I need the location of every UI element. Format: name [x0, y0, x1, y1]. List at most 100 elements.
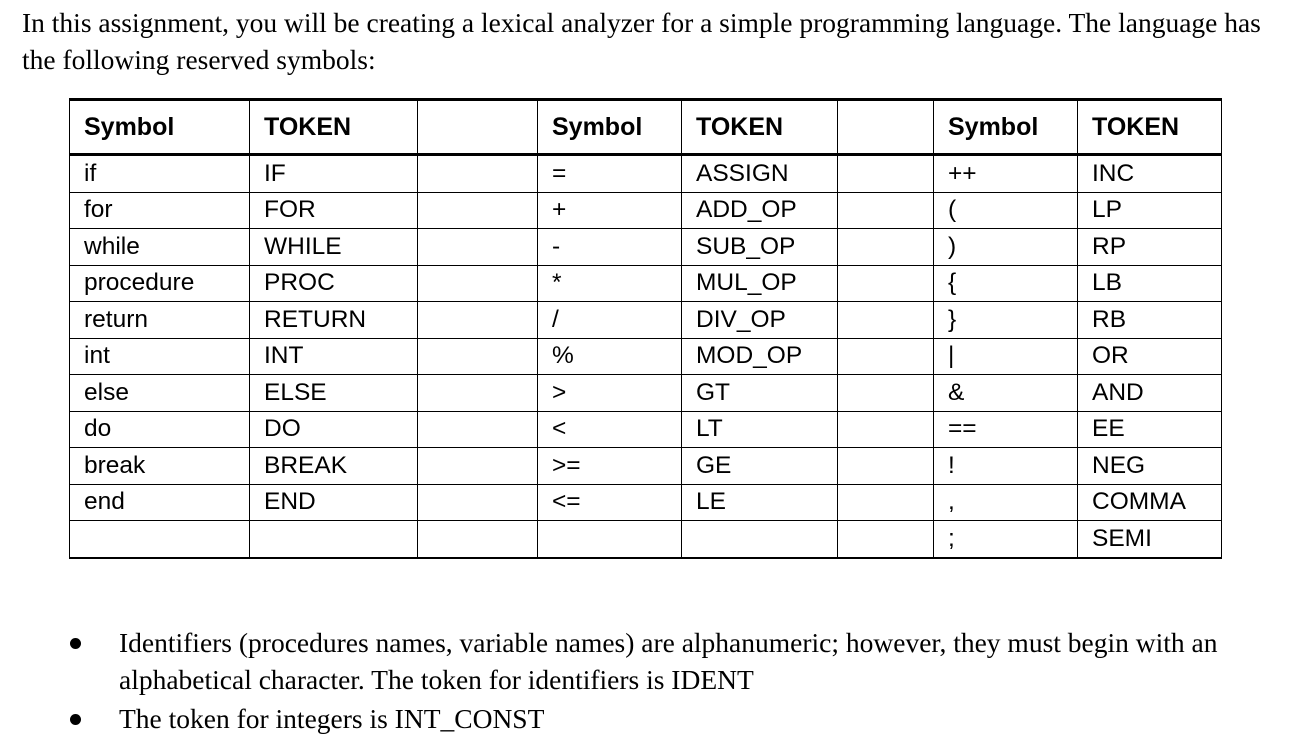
symbol-cell: do — [69, 410, 250, 448]
table-header-row: Symbol TOKEN Symbol TOKEN Symbol TOKEN — [69, 98, 1222, 156]
spacer-cell — [837, 483, 934, 521]
table-row: while WHILE - SUB_OP) RP — [69, 228, 1222, 266]
token-cell: BREAK — [249, 447, 418, 485]
symbol-cell: ; — [933, 520, 1078, 559]
spacer-cell — [837, 410, 934, 448]
symbol-cell: <= — [537, 483, 682, 521]
symbol-cell: procedure — [69, 264, 250, 302]
symbol-cell: return — [69, 301, 250, 339]
token-cell: MOD_OP — [681, 337, 838, 375]
table-row: break BREAK >= GE! NEG — [69, 447, 1222, 485]
token-cell: RETURN — [249, 301, 418, 339]
symbol-cell: ( — [933, 191, 1078, 229]
list-item: Identifiers (procedures names, variable … — [70, 624, 1270, 698]
table-row: do DO < LT == EE — [69, 410, 1222, 448]
symbol-cell: - — [537, 228, 682, 266]
list-item-text: The token for integers is INT_CONST — [119, 703, 545, 734]
spacer-cell — [837, 301, 934, 339]
spacer-cell — [417, 520, 538, 559]
symbol-cell: ++ — [933, 154, 1078, 193]
symbol-cell: ) — [933, 228, 1078, 266]
token-cell: INC — [1077, 154, 1222, 193]
bullet-icon — [70, 714, 81, 725]
spacer-cell — [837, 191, 934, 229]
token-cell: SUB_OP — [681, 228, 838, 266]
symbol-cell — [69, 520, 250, 559]
spacer-cell — [417, 447, 538, 485]
symbol-cell: while — [69, 228, 250, 266]
token-cell: GT — [681, 374, 838, 412]
spacer-cell — [837, 98, 934, 156]
token-cell: LP — [1077, 191, 1222, 229]
token-cell: DIV_OP — [681, 301, 838, 339]
symbol-cell: / — [537, 301, 682, 339]
token-cell: RP — [1077, 228, 1222, 266]
header-symbol: Symbol — [69, 98, 250, 156]
header-symbol: Symbol — [537, 98, 682, 156]
token-cell: LE — [681, 483, 838, 521]
symbol-cell: , — [933, 483, 1078, 521]
symbol-cell: > — [537, 374, 682, 412]
spacer-cell — [417, 264, 538, 302]
symbol-cell: ! — [933, 447, 1078, 485]
list-item: The token for integers is INT_CONST — [70, 700, 1270, 737]
table-row: procedure PROC * MUL_OP {LB — [69, 264, 1222, 302]
symbol-cell: { — [933, 264, 1078, 302]
token-cell: COMMA — [1077, 483, 1222, 521]
symbol-cell: | — [933, 337, 1078, 375]
table-row: int INT% MOD_OP | OR — [69, 337, 1222, 375]
token-cell: WHILE — [249, 228, 418, 266]
intro-paragraph: In this assignment, you will be creating… — [22, 7, 1261, 75]
table-row: if IF = ASSIGN ++ INC — [69, 154, 1222, 193]
spacer-cell — [417, 374, 538, 412]
symbol-cell: < — [537, 410, 682, 448]
list-item-text: Identifiers (procedures names, variable … — [119, 627, 1218, 695]
symbol-cell: * — [537, 264, 682, 302]
token-cell: LT — [681, 410, 838, 448]
symbol-cell: for — [69, 191, 250, 229]
token-cell: RB — [1077, 301, 1222, 339]
bullet-icon — [70, 638, 81, 649]
token-cell: INT — [249, 337, 418, 375]
token-cell: DO — [249, 410, 418, 448]
symbol-cell: end — [69, 483, 250, 521]
table-row: end END <= LE, COMMA — [69, 483, 1222, 521]
token-cell: NEG — [1077, 447, 1222, 485]
token-cell — [681, 520, 838, 559]
token-cell: PROC — [249, 264, 418, 302]
symbol-cell: == — [933, 410, 1078, 448]
token-cell: AND — [1077, 374, 1222, 412]
spacer-cell — [837, 447, 934, 485]
header-symbol: Symbol — [933, 98, 1078, 156]
spacer-cell — [837, 154, 934, 193]
symbol-cell: else — [69, 374, 250, 412]
token-cell: ASSIGN — [681, 154, 838, 193]
spacer-cell — [417, 337, 538, 375]
symbol-cell — [537, 520, 682, 559]
header-token: TOKEN — [681, 98, 838, 156]
header-token: TOKEN — [1077, 98, 1222, 156]
symbol-cell: = — [537, 154, 682, 193]
symbol-cell: % — [537, 337, 682, 375]
spacer-cell — [837, 337, 934, 375]
table-row: else ELSE > GT & AND — [69, 374, 1222, 412]
token-cell: GE — [681, 447, 838, 485]
spacer-cell — [417, 191, 538, 229]
spacer-cell — [837, 374, 934, 412]
symbol-cell: >= — [537, 447, 682, 485]
spacer-cell — [417, 301, 538, 339]
symbol-cell: } — [933, 301, 1078, 339]
spacer-cell — [417, 154, 538, 193]
header-token: TOKEN — [249, 98, 418, 156]
token-cell: MUL_OP — [681, 264, 838, 302]
spacer-cell — [837, 520, 934, 559]
symbol-cell: int — [69, 337, 250, 375]
token-cell — [249, 520, 418, 559]
token-cell: OR — [1077, 337, 1222, 375]
table-row: for FOR + ADD_OP (LP — [69, 191, 1222, 229]
table-body: if IF = ASSIGN ++ INC for FOR + ADD_OP(LP while WHI… — [69, 154, 1222, 559]
symbol-cell: if — [69, 154, 250, 193]
reserved-symbols-table: Symbol TOKEN Symbol TOKEN Symbol TOKEN i… — [69, 98, 1222, 559]
token-cell: ADD_OP — [681, 191, 838, 229]
symbol-cell: + — [537, 191, 682, 229]
